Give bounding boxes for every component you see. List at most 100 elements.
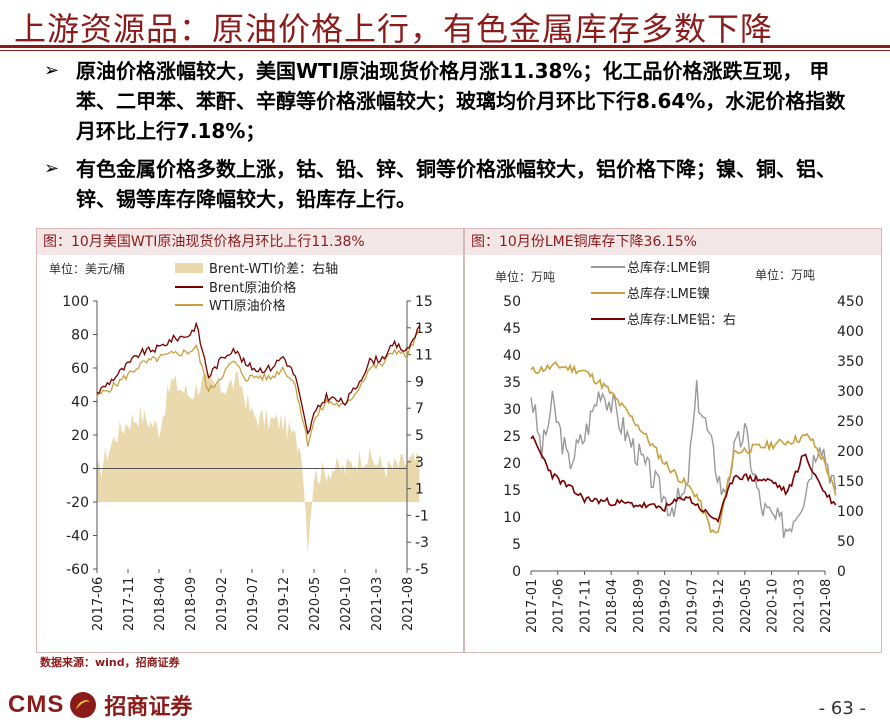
chart-title: 图：10月份LME铜库存下降36.15% — [465, 229, 881, 255]
x-tick-label: 2019-07 — [685, 579, 700, 633]
y-tick-label: 30 — [503, 402, 521, 418]
bullet-text: 有色金属价格多数上涨，钴、铅、锌、铜等价格涨幅较大，铝价格下降；镍、铜、铝、锌、… — [76, 157, 836, 211]
bullet-item: ➢ 有色金属价格多数上涨，钴、铅、锌、铜等价格涨幅较大，铝价格下降；镍、铜、铝、… — [44, 154, 864, 214]
legend-label-spread: Brent-WTI价差：右轴 — [209, 262, 338, 277]
lme-chart-panel: 图：10月份LME铜库存下降36.15% 单位：万吨 单位：万吨 50 45 40 35 3… — [464, 228, 882, 653]
x-tick-label: 2020-05 — [308, 577, 323, 631]
legend-label-brent: Brent原油价格 — [209, 280, 296, 296]
legend-label-copper: 总库存:LME铜 — [627, 260, 710, 276]
title-rule-thin — [0, 50, 890, 51]
y-tick-label: 10 — [503, 510, 521, 526]
y2-tick-label: 150 — [837, 474, 864, 490]
y2-tick-label: 13 — [415, 321, 433, 337]
x-tick-label: 2021-03 — [792, 579, 807, 633]
y-tick-label: -20 — [66, 495, 89, 511]
arrow-icon: ➢ — [44, 60, 60, 81]
bullet-text: 原油价格涨幅较大，美国WTI原油现货价格月涨11.38%；化工品价格涨跌互现， … — [76, 59, 846, 143]
y-tick-label: 50 — [503, 294, 521, 310]
x-tick-label: 2018-04 — [153, 577, 168, 631]
x-tick-label: 2017-06 — [552, 579, 567, 633]
title-rule — [0, 45, 890, 48]
x-tick-label: 2021-08 — [819, 579, 834, 633]
y2-tick-label: -5 — [415, 562, 429, 578]
x-tick-label: 2019-12 — [712, 579, 727, 633]
x-tick-label: 2021-03 — [370, 577, 385, 631]
y2-tick-label: 7 — [415, 401, 424, 417]
logo-text: CMS — [8, 691, 65, 718]
y2-tick-label: 350 — [837, 354, 864, 370]
logo-icon — [70, 692, 97, 718]
y-tick-label: 20 — [71, 428, 89, 444]
x-tick-label: 2020-10 — [339, 577, 354, 631]
x-tick-label: 2019-02 — [215, 577, 230, 631]
right-axis-unit: 单位：万吨 — [755, 267, 815, 282]
y2-tick-label: 400 — [837, 324, 864, 340]
y-tick-label: 35 — [503, 375, 521, 391]
series-line-lme-aluminium — [530, 434, 837, 524]
y-tick-label: 0 — [80, 462, 89, 478]
x-tick-label: 2017-01 — [525, 579, 540, 633]
y2-tick-label: -3 — [415, 535, 429, 551]
y-tick-label: 15 — [503, 483, 521, 499]
series-line-lme-nickel — [530, 361, 837, 534]
y2-tick-label: -1 — [415, 508, 429, 524]
x-tick-label: 2017-11 — [578, 579, 593, 633]
y-tick-label: 20 — [503, 456, 521, 472]
legend-label-aluminium: 总库存:LME铝：右 — [627, 312, 736, 328]
x-tick-label: 2019-07 — [246, 577, 261, 631]
y-tick-label: 25 — [503, 429, 521, 445]
y2-tick-label: 200 — [837, 444, 864, 460]
legend-label-nickel: 总库存:LME镍 — [627, 286, 710, 302]
y-tick-label: 40 — [71, 395, 89, 411]
oil-price-chart: 单位：美元/桶 100 80 60 40 20 0 -20 -40 -60 15 13 11 9 7 5 3 1 -… — [49, 261, 433, 631]
y2-tick-label: 9 — [415, 374, 424, 390]
y2-tick-label: 3 — [415, 455, 424, 471]
y2-tick-label: 11 — [415, 348, 433, 364]
lme-inventory-chart: 单位：万吨 单位：万吨504540353025201510504504003503… — [495, 260, 864, 633]
chart-title: 图：10月美国WTI原油现货价格月环比上行11.38% — [37, 229, 463, 255]
x-tick-label: 2017-11 — [122, 577, 137, 631]
y-tick-label: 45 — [503, 321, 521, 337]
legend-label-wti: WTI原油价格 — [209, 298, 286, 314]
series-line-wti — [96, 329, 420, 447]
x-tick-label: 2019-02 — [659, 579, 674, 633]
y-tick-label: 80 — [71, 328, 89, 344]
x-tick-label: 2021-08 — [401, 577, 416, 631]
y2-tick-label: 5 — [415, 428, 424, 444]
company-logo: CMS 招商证券 — [8, 688, 192, 722]
y2-tick-label: 100 — [837, 504, 864, 520]
y-tick-label: 100 — [62, 294, 89, 310]
y-tick-label: 5 — [512, 537, 521, 553]
x-tick-label: 2017-06 — [91, 577, 106, 631]
series-line-brent — [96, 321, 420, 436]
y2-tick-label: 15 — [415, 294, 433, 310]
page-number: - 63 - — [818, 698, 866, 719]
legend-swatch-spread — [175, 263, 203, 273]
y-tick-label: 0 — [512, 564, 521, 580]
y2-tick-label: 450 — [837, 294, 864, 310]
y2-tick-label: 0 — [837, 564, 846, 580]
x-tick-label: 2020-10 — [766, 579, 781, 633]
x-tick-label: 2018-04 — [605, 579, 620, 633]
left-axis-unit: 单位：美元/桶 — [49, 261, 125, 276]
y2-tick-label: 250 — [837, 414, 864, 430]
series-area-brent-wti-spread — [97, 371, 420, 554]
x-tick-label: 2018-09 — [632, 579, 647, 633]
oil-chart-panel: 图：10月美国WTI原油现货价格月环比上行11.38% 单位：美元/桶 100 80… — [36, 228, 464, 653]
y-tick-label: -60 — [66, 562, 89, 578]
x-tick-label: 2018-09 — [184, 577, 199, 631]
x-tick-label: 2020-05 — [739, 579, 754, 633]
y2-tick-label: 1 — [415, 482, 424, 498]
y-tick-label: 40 — [503, 348, 521, 364]
left-axis-unit: 单位：万吨 — [495, 269, 555, 284]
bullet-list: ➢ 原油价格涨幅较大，美国WTI原油现货价格月涨11.38%；化工品价格涨跌互现… — [44, 56, 864, 222]
bullet-item: ➢ 原油价格涨幅较大，美国WTI原油现货价格月涨11.38%；化工品价格涨跌互现… — [44, 56, 864, 146]
logo-cn-text: 招商证券 — [104, 695, 193, 720]
series-line-lme-copper — [530, 380, 837, 538]
y2-tick-label: 50 — [837, 534, 855, 550]
x-tick-label: 2019-12 — [277, 577, 292, 631]
y2-tick-label: 300 — [837, 384, 864, 400]
data-source: 数据来源：wind，招商证券 — [40, 656, 180, 669]
y-tick-label: -40 — [66, 529, 89, 545]
page-title: 上游资源品：原油价格上行，有色金属库存多数下降 — [14, 10, 774, 48]
